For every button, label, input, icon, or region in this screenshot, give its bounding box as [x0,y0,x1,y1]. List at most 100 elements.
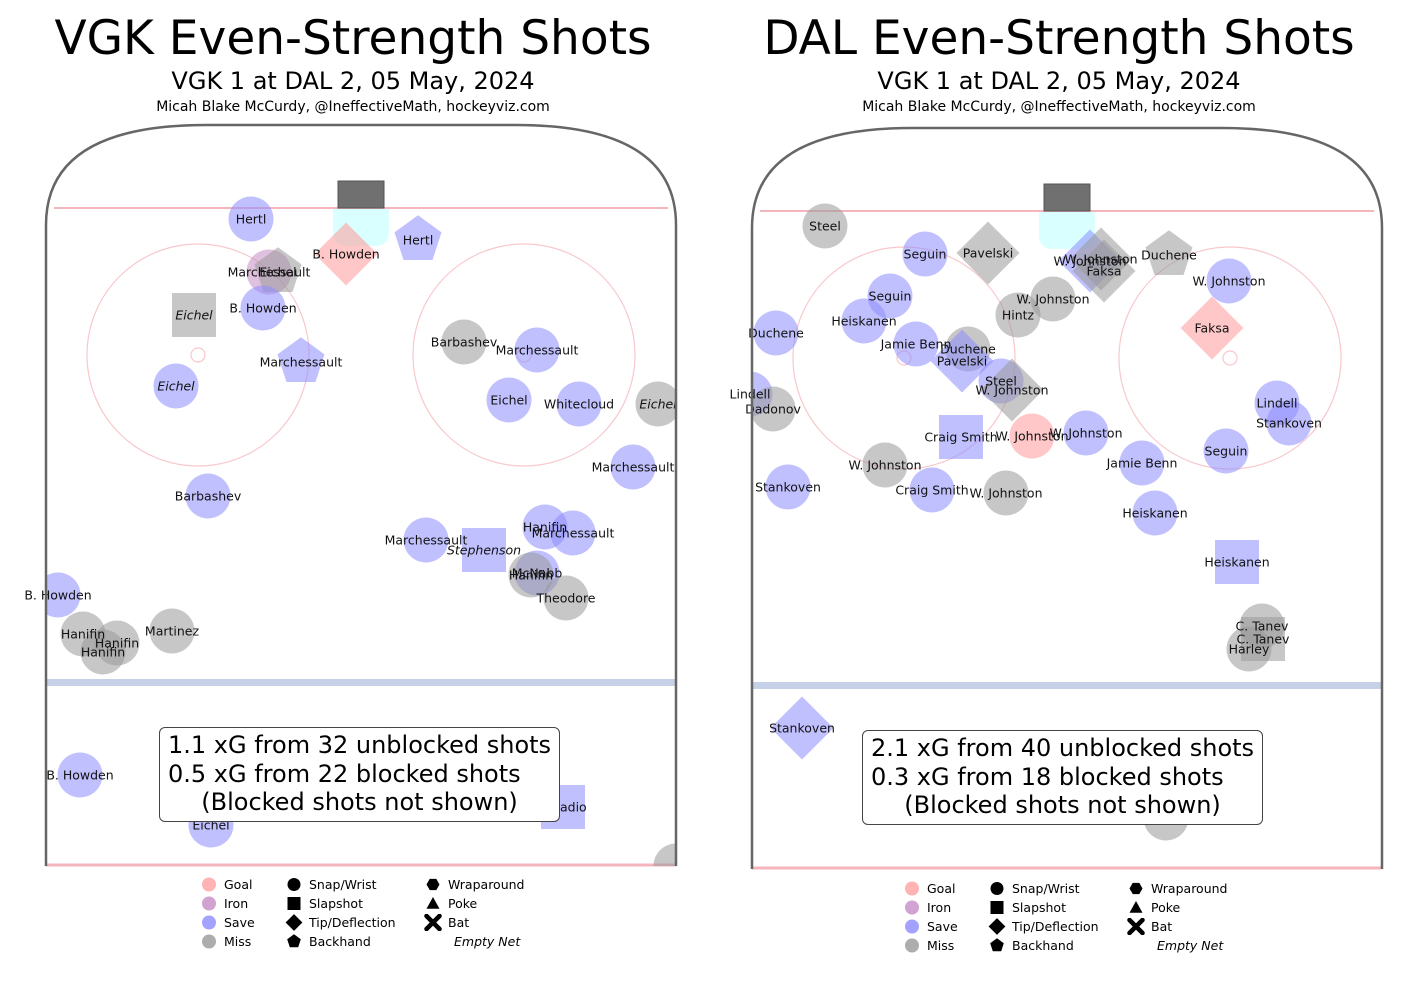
legend-shape [287,934,301,948]
shot-marker [550,510,596,556]
legend-label: Backhand [1012,938,1074,953]
shot-marker [185,473,231,519]
goal-net [1043,183,1091,212]
legend-label: Iron [927,900,952,915]
shot-marker [956,221,1020,285]
shot-label: B. Howden [24,588,91,603]
tip-legend-icon [285,914,303,931]
shot-marker [902,231,948,277]
shot-label: C. Tanev [1237,632,1291,647]
shot-marker [153,363,199,409]
legend-swatch [202,915,216,930]
shot-marker [1030,276,1076,322]
shot-summary-box: 1.1 xG from 32 unblocked shots 0.5 xG fr… [159,727,561,822]
legend-shape [1129,901,1143,913]
shot-markers [752,203,1312,841]
legend-label: Wraparound [1151,881,1228,896]
shot-label: Heiskanen [1204,555,1269,570]
shot-marker [995,292,1041,338]
shot-label: Hintz [1002,308,1035,323]
legend-label: Goal [927,881,956,896]
shot-label: Lindell [1257,396,1298,411]
shot-marker [1203,428,1249,474]
shot-label: Jamie Benn [1106,456,1178,471]
shot-label: Hanifin [61,627,105,642]
legend-label: Poke [1151,900,1181,915]
shot-label: Hanifin [509,568,553,583]
faceoff-circle [412,243,636,467]
legend-label: Empty Net [454,934,521,949]
shot-label: W. Johnston [1049,426,1122,441]
chart-title: VGK Even-Strength Shots [54,11,652,66]
wrap-legend-icon [426,878,440,891]
shot-label: Seguin [869,289,912,304]
shot-label: Stankoven [755,480,821,495]
dal-panel: DAL Even-Strength Shots VGK 1 at DAL 2, … [706,0,1412,988]
shot-marker [254,247,302,292]
shot-label: Theodore [535,591,595,606]
legend-swatch [905,900,919,915]
poke-legend-icon [426,897,440,909]
shot-label: W. Johnston [995,429,1068,444]
shot-label: Lindell [730,387,771,402]
legend-shape [287,897,301,910]
shot-marker [802,203,848,249]
shot-label: Pavelski [937,354,987,369]
shot-label: B. Howden [46,768,113,783]
save-legend-icon [905,919,919,934]
legend-label: Bat [1151,919,1173,934]
shot-marker [277,337,325,382]
legend-label: Miss [224,934,252,949]
legend-label: Snap/Wrist [1012,881,1080,896]
shot-marker [441,319,487,365]
shot-label: W. Johnston [969,486,1042,501]
shot-marker [486,377,532,423]
legend-label: Save [224,915,255,930]
shot-label: W. Johnston [1064,252,1137,267]
shot-label: B. Howden [312,247,379,262]
shot-label: Hertl [403,233,434,248]
shot-label: Jamie Benn [880,337,952,352]
shot-label: Heiskanen [1122,506,1187,521]
shot-marker [930,329,994,393]
shot-label: Eichel [259,265,296,280]
shot-marker [1119,440,1165,486]
legend-label: Backhand [309,934,371,949]
legend-swatch [202,934,216,949]
legend-shape [424,914,442,931]
shot-marker [893,321,939,367]
shot-label: Eichel [157,379,195,394]
shot-marker [752,386,796,432]
shot-label: W. Johnston [1053,254,1126,269]
blocked-note: (Blocked shots not shown) [904,791,1221,819]
shot-label: McNabb [512,566,563,581]
bat-legend-icon [424,914,442,931]
shot-label: W. Johnston [975,383,1048,398]
poke-legend-icon [1129,901,1143,913]
chart-credit: Micah Blake McCurdy, @IneffectiveMath, h… [156,99,550,115]
shot-marker [508,552,554,598]
shot-marker [753,310,799,356]
shot-marker [1180,296,1244,360]
legend-shape [426,897,440,909]
backhand-legend-icon [990,938,1004,952]
legend-label: Snap/Wrist [309,877,377,892]
bat-legend-icon [1127,918,1145,935]
shot-label: Whitecloud [544,397,614,412]
shot-label: Marchessault [260,355,343,370]
legend-shape [287,878,301,891]
legend-shape [988,918,1006,935]
shot-label: Barbashev [431,335,498,350]
shot-label: Dadonov [745,402,801,417]
shot-marker [909,467,955,513]
chart-subtitle: VGK 1 at DAL 2, 05 May, 2024 [171,67,535,95]
shot-marker [1063,410,1109,456]
legend-label: Poke [448,896,478,911]
shot-label: Marchessault [385,533,468,548]
shot-marker [394,215,442,260]
shot-label: Craig Smith [895,483,968,498]
shot-label: Duchene [940,342,996,357]
chart-credit: Micah Blake McCurdy, @IneffectiveMath, h… [862,99,1256,115]
legend-shape [426,878,440,891]
